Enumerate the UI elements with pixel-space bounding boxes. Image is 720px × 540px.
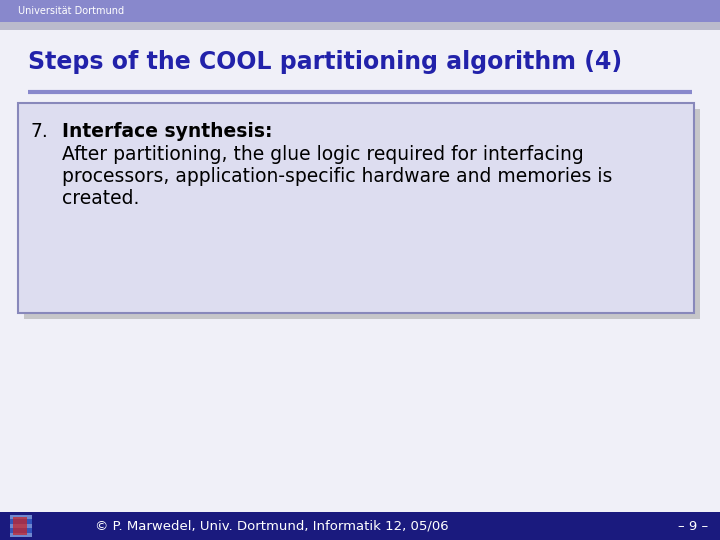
Bar — [10, 524, 32, 528]
Text: created.: created. — [62, 189, 140, 208]
Bar — [18, 103, 694, 313]
Text: – 9 –: – 9 – — [678, 519, 708, 532]
Bar — [10, 515, 32, 519]
Text: © P. Marwedel, Univ. Dortmund, Informatik 12, 05/06: © P. Marwedel, Univ. Dortmund, Informati… — [95, 519, 449, 532]
Bar — [0, 0, 720, 22]
Bar — [0, 22, 720, 30]
Bar — [10, 515, 32, 537]
Text: Universität Dortmund: Universität Dortmund — [18, 6, 124, 16]
Text: Interface synthesis:: Interface synthesis: — [62, 122, 272, 141]
Text: Steps of the COOL partitioning algorithm (4): Steps of the COOL partitioning algorithm… — [28, 50, 622, 74]
Bar — [10, 532, 32, 537]
Text: 7.: 7. — [30, 122, 48, 141]
Text: processors, application-specific hardware and memories is: processors, application-specific hardwar… — [62, 167, 613, 186]
Bar — [24, 109, 700, 319]
Text: After partitioning, the glue logic required for interfacing: After partitioning, the glue logic requi… — [62, 145, 584, 164]
Bar — [0, 512, 720, 540]
Bar — [13, 517, 27, 535]
